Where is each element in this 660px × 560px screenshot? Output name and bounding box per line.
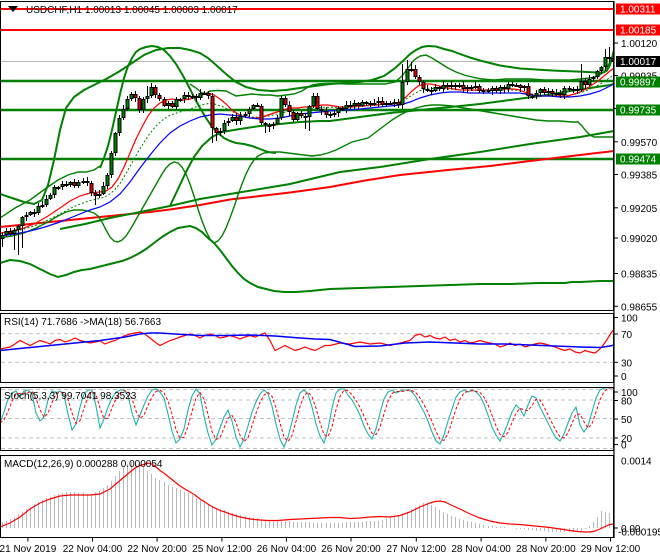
svg-text:USDCHF,H1 1.00013 1.00045 1.00: USDCHF,H1 1.00013 1.00045 1.00003 1.0001…: [26, 5, 238, 16]
svg-text:70: 70: [621, 330, 633, 341]
svg-text:0.0014: 0.0014: [621, 457, 652, 468]
svg-text:0.99205: 0.99205: [621, 204, 658, 215]
svg-text:0.98835: 0.98835: [621, 270, 658, 281]
svg-text:100: 100: [621, 388, 638, 399]
svg-text:22 Nov 04:00: 22 Nov 04:00: [63, 544, 123, 555]
svg-text:-0.000195: -0.000195: [618, 528, 660, 539]
svg-text:29 Nov 12:00: 29 Nov 12:00: [581, 544, 641, 555]
svg-text:0.99020: 0.99020: [621, 234, 658, 245]
svg-text:27 Nov 12:00: 27 Nov 12:00: [387, 544, 447, 555]
svg-text:0.99735: 0.99735: [620, 106, 657, 117]
svg-text:0.99897: 0.99897: [620, 78, 657, 89]
svg-text:1.00185: 1.00185: [620, 26, 657, 37]
svg-text:0: 0: [621, 372, 627, 383]
svg-text:50: 50: [621, 415, 633, 426]
svg-text:0.00: 0.00: [621, 524, 641, 535]
svg-text:21 Nov 2019: 21 Nov 2019: [0, 544, 57, 555]
svg-text:0.99385: 0.99385: [621, 171, 658, 182]
svg-text:30: 30: [621, 358, 633, 369]
svg-text:26 Nov 20:00: 26 Nov 20:00: [321, 544, 381, 555]
svg-text:25 Nov 12:00: 25 Nov 12:00: [192, 544, 252, 555]
svg-text:RSI(14) 71.7686 ->MA(18) 56.7: RSI(14) 71.7686 ->MA(18) 56.7663: [4, 317, 161, 328]
svg-text:28 Nov 04:00: 28 Nov 04:00: [451, 544, 511, 555]
svg-text:100: 100: [621, 314, 638, 325]
svg-text:1.00120: 1.00120: [621, 39, 658, 50]
svg-text:20: 20: [621, 434, 633, 445]
svg-text:0: 0: [621, 441, 627, 452]
svg-text:1.00017: 1.00017: [620, 57, 657, 68]
svg-text:80: 80: [621, 397, 633, 408]
svg-text:1.00311: 1.00311: [620, 5, 656, 16]
svg-text:0.98655: 0.98655: [621, 302, 658, 313]
svg-text:22 Nov 20:00: 22 Nov 20:00: [127, 544, 187, 555]
svg-text:0.99474: 0.99474: [620, 155, 657, 166]
svg-text:28 Nov 20:00: 28 Nov 20:00: [516, 544, 576, 555]
svg-text:0.99570: 0.99570: [621, 138, 658, 149]
svg-text:Stoch(5,3,3) 99.7041 98.3523: Stoch(5,3,3) 99.7041 98.3523: [4, 391, 137, 402]
svg-text:26 Nov 04:00: 26 Nov 04:00: [257, 544, 317, 555]
svg-text:MACD(12,26,9) 0.000288 0.00005: MACD(12,26,9) 0.000288 0.000054: [4, 459, 163, 470]
